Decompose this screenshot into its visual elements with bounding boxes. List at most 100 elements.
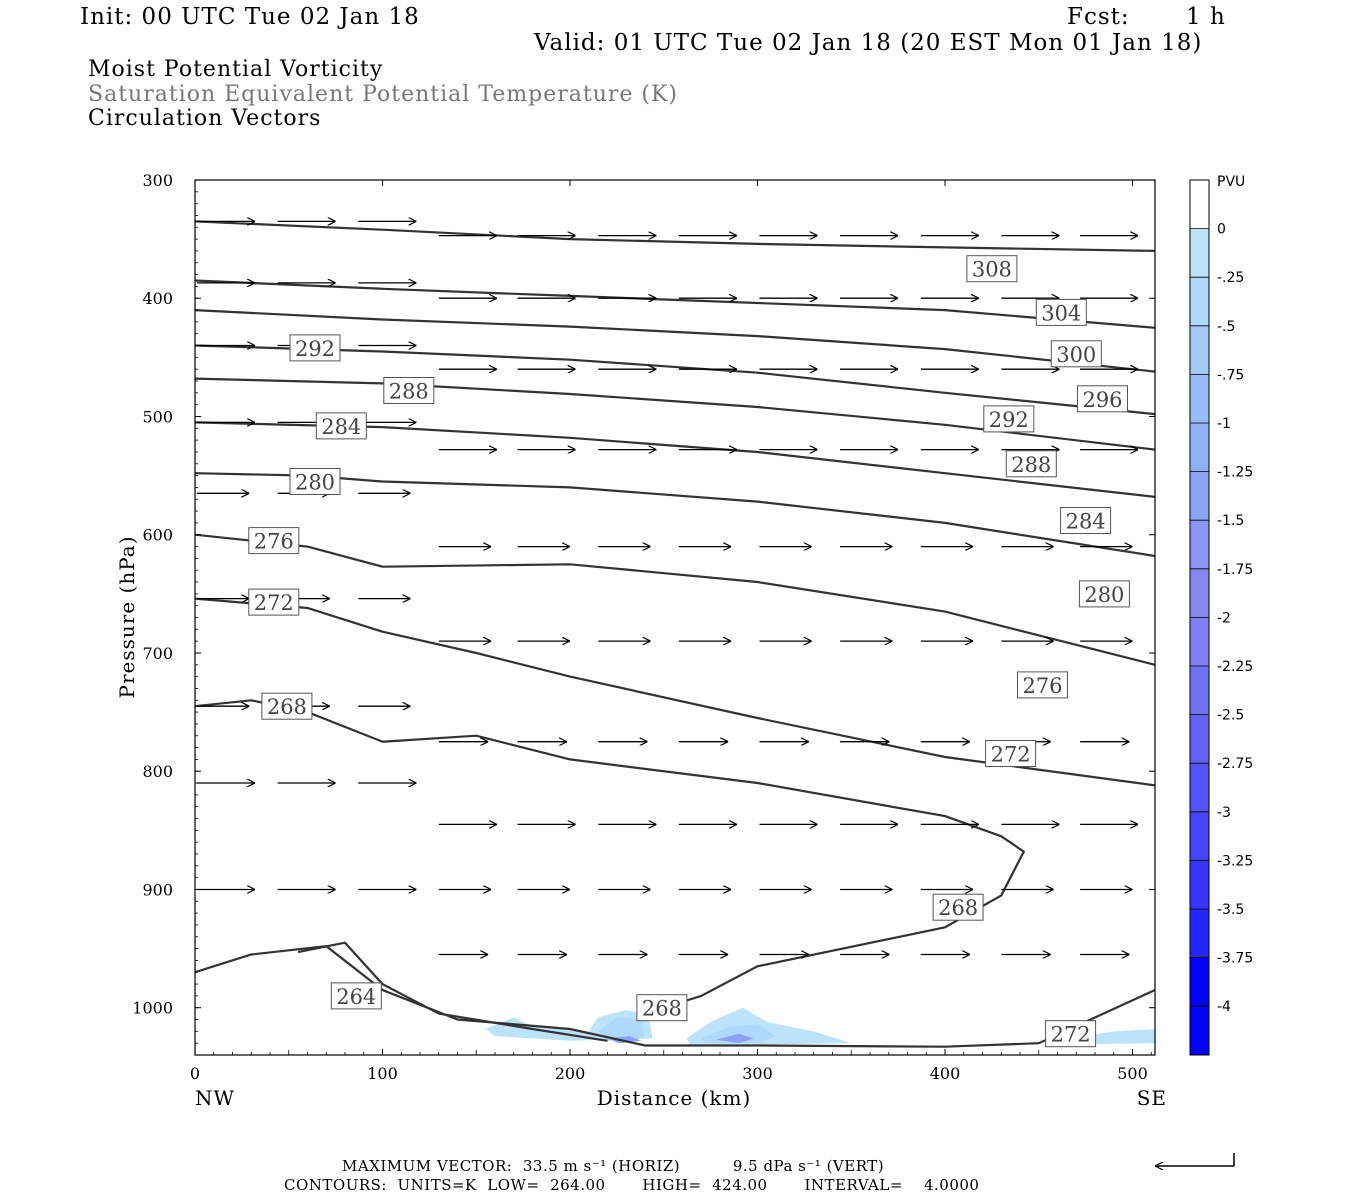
y-tick-label: 1000 [132, 999, 173, 1018]
contour-label-box [1017, 671, 1068, 699]
colorbar-label: -2.25 [1217, 659, 1253, 675]
contour-label-box [1060, 507, 1112, 534]
pv-region [598, 1017, 645, 1041]
contour-label-box [1005, 450, 1057, 478]
contour-label: 272 [991, 742, 1031, 766]
pv-region [716, 1033, 754, 1044]
x-tick-label: 400 [930, 1064, 961, 1083]
contour-label-box [1077, 385, 1128, 413]
colorbar-swatch [1190, 811, 1209, 861]
contour-line [194, 377, 1156, 451]
se-end-label: SE [1137, 1086, 1167, 1110]
contour-label: 300 [1056, 343, 1096, 367]
y-tick-label: 400 [142, 289, 173, 308]
contour-line [194, 279, 1156, 329]
x-axis-label: Distance (km) [597, 1086, 752, 1110]
contour-label-box [383, 377, 435, 404]
y-tick-label: 600 [142, 526, 173, 545]
colorbar-swatch [1190, 860, 1209, 909]
x-tick-label: 200 [555, 1064, 586, 1083]
contour-line [194, 597, 1156, 787]
colorbar-swatch [1190, 325, 1209, 375]
contour-line [194, 945, 1156, 1048]
colorbar-label: -2.5 [1217, 708, 1244, 724]
contour-line [194, 533, 1156, 666]
contour-label: 296 [1082, 388, 1122, 412]
colorbar-label: -4 [1217, 999, 1231, 1015]
contour-label-box [932, 893, 984, 921]
colorbar-swatch [1190, 568, 1209, 618]
colorbar-swatch [1190, 957, 1209, 1007]
colorbar-label: -3.25 [1217, 853, 1253, 869]
contour-label: 292 [295, 337, 335, 361]
contour-label-box [248, 527, 300, 555]
forecast-label: Fcst: [1067, 4, 1130, 30]
contour-label: 268 [642, 997, 682, 1021]
contour-line [194, 699, 1026, 1009]
contour-label-box [1078, 580, 1130, 608]
y-tick-label: 800 [142, 762, 173, 781]
contour-info: CONTOURS: UNITS=K LOW= 264.00 HIGH= 424.… [284, 1176, 980, 1194]
x-tick-label: 0 [190, 1064, 200, 1083]
contour-label-box [1045, 1020, 1097, 1048]
contour-label: 280 [1084, 583, 1124, 607]
colorbar-label: -1 [1217, 416, 1231, 432]
y-tick-label: 900 [142, 880, 173, 899]
contour-label-box [315, 412, 367, 440]
contour-label: 272 [1051, 1023, 1091, 1047]
contour-label-box [985, 740, 1037, 767]
contour-label-box [636, 994, 688, 1022]
colorbar-swatch [1190, 714, 1209, 764]
pv-shading [485, 1007, 1155, 1045]
contour-label: 268 [938, 896, 978, 920]
colorbar-title: PVU [1217, 174, 1245, 190]
colorbar-swatch [1190, 520, 1209, 569]
contour-label-box [289, 334, 341, 362]
contour-label: 288 [1011, 453, 1051, 477]
contour-label-box [983, 405, 1035, 433]
x-tick-label: 100 [367, 1064, 398, 1083]
colorbar-label: -.25 [1217, 270, 1244, 286]
x-tick-label: 500 [1117, 1064, 1148, 1083]
contour-label-box [330, 982, 382, 1010]
colorbar-label: -.5 [1217, 319, 1235, 335]
colorbar-swatch [1190, 909, 1209, 958]
colorbar-label: -3.5 [1217, 902, 1244, 918]
contour-label-box [1050, 340, 1102, 368]
field-theta-es: Saturation Equivalent Potential Temperat… [88, 82, 678, 107]
y-tick-label: 300 [142, 171, 173, 190]
contour-label: 308 [972, 258, 1012, 282]
contour-label: 284 [1066, 510, 1106, 534]
y-axis-label: Pressure (hPa) [115, 536, 139, 699]
contour-label: 272 [254, 591, 294, 615]
colorbar-swatch [1190, 277, 1209, 326]
colorbar-swatch [1190, 423, 1209, 472]
colorbar-swatch [1190, 1006, 1209, 1055]
colorbar-label: 0 [1217, 222, 1226, 238]
field-moist-pv: Moist Potential Vorticity [88, 57, 384, 82]
circulation-vectors [197, 221, 1139, 954]
contour-line [194, 309, 1156, 373]
contour-label: 288 [389, 379, 429, 403]
colorbar-label: -2.75 [1217, 756, 1253, 772]
colorbar-label: -1.25 [1217, 465, 1253, 481]
colorbar-label: -3.75 [1217, 951, 1253, 967]
colorbar-swatch [1190, 666, 1209, 715]
colorbar-swatch [1190, 471, 1209, 521]
colorbar-label: -3 [1217, 805, 1231, 821]
contour-label: 268 [267, 695, 307, 719]
colorbar-label: -1.5 [1217, 513, 1244, 529]
colorbar-swatch [1190, 374, 1209, 423]
x-tick-label: 300 [742, 1064, 773, 1083]
valid-time: Valid: 01 UTC Tue 02 Jan 18 (20 EST Mon … [534, 30, 1203, 56]
contour-label: 304 [1041, 301, 1081, 325]
contour-label: 284 [321, 415, 361, 439]
contour-label-box [261, 692, 313, 720]
y-tick-label: 500 [142, 407, 173, 426]
contour-label: 292 [989, 408, 1029, 432]
y-tick-label: 700 [142, 644, 173, 663]
contour-labels: 308 304 300 296 292 288 284 280 276 272 268 264 292 2… [248, 255, 1130, 1048]
pv-region [607, 1036, 642, 1044]
axis-ticks: 0 100 200 300 400 500 300 400 500 600 700 800 900 100… [132, 171, 1155, 1083]
